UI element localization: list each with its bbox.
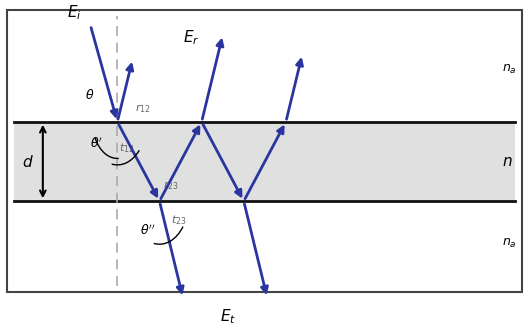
Text: $n_a$: $n_a$ [503, 62, 517, 75]
FancyBboxPatch shape [7, 10, 522, 292]
Text: $\theta$: $\theta$ [85, 88, 95, 102]
Text: $\theta'$: $\theta'$ [90, 136, 103, 151]
Text: $n_a$: $n_a$ [503, 237, 517, 250]
Text: $\boldsymbol{E_r}$: $\boldsymbol{E_r}$ [183, 28, 199, 47]
Text: $d$: $d$ [22, 153, 34, 170]
Text: $n$: $n$ [503, 154, 513, 169]
Text: $\boldsymbol{E_t}$: $\boldsymbol{E_t}$ [221, 307, 236, 325]
Text: $t_{12}$: $t_{12}$ [119, 141, 134, 155]
Text: $t_{23}$: $t_{23}$ [171, 213, 186, 227]
Bar [14, 122, 515, 201]
Text: $r_{23}$: $r_{23}$ [163, 179, 178, 192]
Text: $\theta''$: $\theta''$ [141, 223, 156, 238]
Text: $\boldsymbol{E_i}$: $\boldsymbol{E_i}$ [67, 3, 81, 22]
Text: $r_{12}$: $r_{12}$ [135, 102, 151, 114]
